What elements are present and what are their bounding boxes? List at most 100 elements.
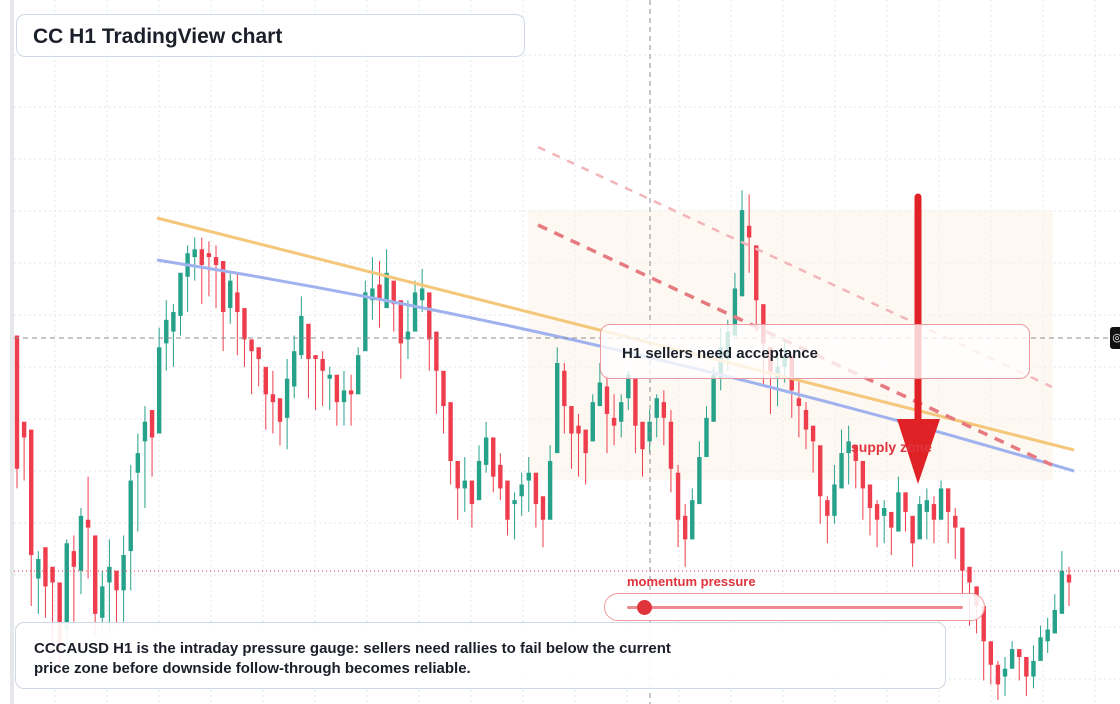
candle-bullish — [917, 504, 922, 540]
candle-bearish — [43, 547, 48, 587]
candle-bearish — [334, 374, 340, 403]
candle-bearish — [810, 425, 816, 442]
momentum-track — [627, 606, 963, 609]
title-card: CC H1 TradingView chart — [16, 14, 525, 57]
momentum-knob[interactable] — [636, 600, 652, 615]
candle-bearish — [576, 425, 581, 434]
candle-bearish — [235, 292, 240, 312]
candle-bullish — [555, 362, 560, 454]
candle-bearish — [746, 225, 752, 238]
candle-bearish — [427, 292, 432, 340]
candle-bearish — [604, 386, 610, 414]
candle-bearish — [306, 323, 311, 360]
candle-bullish — [924, 500, 930, 512]
candle-bullish — [1009, 649, 1015, 669]
candle-bearish — [242, 308, 247, 340]
candle-bearish — [682, 515, 688, 540]
candle-bullish — [839, 453, 844, 489]
candle-bearish — [803, 410, 809, 430]
left-edge-bar — [10, 0, 14, 704]
candle-bullish — [156, 347, 162, 434]
candle-bullish — [647, 421, 652, 442]
candle-bullish — [462, 480, 468, 489]
candle-bearish — [903, 492, 908, 512]
candle-bearish — [860, 460, 866, 489]
candle-bullish — [590, 402, 595, 442]
candle-bearish — [441, 370, 446, 407]
candle-bearish — [455, 460, 460, 489]
chart-title: CC H1 TradingView chart — [33, 25, 283, 48]
candle-bearish — [611, 417, 617, 426]
candle-bearish — [434, 331, 439, 371]
candle-bearish — [220, 261, 226, 312]
candle-bullish — [370, 288, 375, 301]
candlesticks — [14, 190, 1072, 701]
acceptance-callout: H1 sellers need acceptance — [600, 324, 1030, 379]
supply-zone-label: supply zone — [851, 439, 932, 455]
candle-bullish — [171, 312, 176, 332]
candle-bearish — [988, 641, 994, 665]
candle-bullish — [284, 378, 290, 418]
candle-bullish — [292, 351, 297, 387]
candle-bearish — [668, 421, 674, 469]
lower-channel-line — [537, 223, 1053, 467]
candle-bearish — [967, 566, 972, 583]
candle-bullish — [881, 508, 887, 516]
candle-bullish — [384, 272, 389, 309]
candle-bullish — [483, 437, 489, 465]
candle-bearish — [21, 421, 27, 438]
candle-bearish — [505, 480, 510, 520]
candle-bearish — [448, 402, 453, 461]
candle-bearish — [540, 496, 546, 520]
candle-bearish — [761, 304, 766, 344]
candle-bearish — [562, 370, 567, 407]
candle-bearish — [960, 527, 965, 571]
candle-bullish — [341, 390, 347, 403]
candle-bearish — [1017, 649, 1022, 657]
candle-bearish — [867, 484, 873, 508]
candle-bearish — [754, 245, 759, 301]
candle-bearish — [874, 504, 880, 520]
candle-bearish — [1066, 574, 1072, 583]
candle-bearish — [995, 664, 1001, 685]
callout-text: H1 sellers need acceptance — [622, 345, 818, 362]
candle-bearish — [583, 429, 588, 454]
candle-bearish — [92, 535, 98, 614]
candle-bullish — [1052, 609, 1057, 634]
candle-bullish — [739, 210, 745, 297]
candle-bearish — [313, 355, 318, 360]
candle-bearish — [277, 398, 283, 422]
down-arrow-icon — [897, 193, 940, 484]
candle-bullish — [512, 500, 517, 505]
candle-bullish — [178, 272, 183, 316]
candle-bearish — [256, 347, 261, 360]
candle-bullish — [1038, 637, 1043, 661]
candle-bullish — [519, 484, 524, 497]
momentum-slider[interactable] — [604, 593, 985, 621]
candle-bullish — [299, 315, 304, 356]
candle-bullish — [832, 484, 837, 516]
candle-bearish — [661, 402, 667, 418]
candle-bullish — [1002, 668, 1008, 677]
candle-bullish — [732, 288, 738, 336]
candle-bearish — [391, 280, 396, 305]
candle-bearish — [491, 437, 496, 477]
summary-line-1: CCCAUSD H1 is the intraday pressure gaug… — [34, 640, 671, 657]
candle-bearish — [348, 390, 354, 395]
candle-bullish — [355, 355, 361, 395]
candle-bearish — [675, 472, 681, 520]
target-icon[interactable]: ◎ — [1110, 327, 1120, 349]
candle-bearish — [249, 339, 254, 352]
candle-bearish — [14, 335, 20, 469]
candle-bullish — [846, 441, 851, 454]
summary-line-2: price zone before downside follow-throug… — [34, 660, 471, 677]
candle-bearish — [945, 488, 951, 512]
summary-card: CCCAUSD H1 is the intraday pressure gaug… — [15, 622, 946, 689]
candle-bearish — [981, 606, 986, 642]
candle-bearish — [270, 394, 276, 403]
candle-bearish — [1024, 656, 1029, 677]
candle-bullish — [547, 460, 553, 520]
candle-bearish — [825, 500, 830, 516]
candle-bullish — [412, 292, 418, 332]
candle-bearish — [569, 406, 574, 434]
